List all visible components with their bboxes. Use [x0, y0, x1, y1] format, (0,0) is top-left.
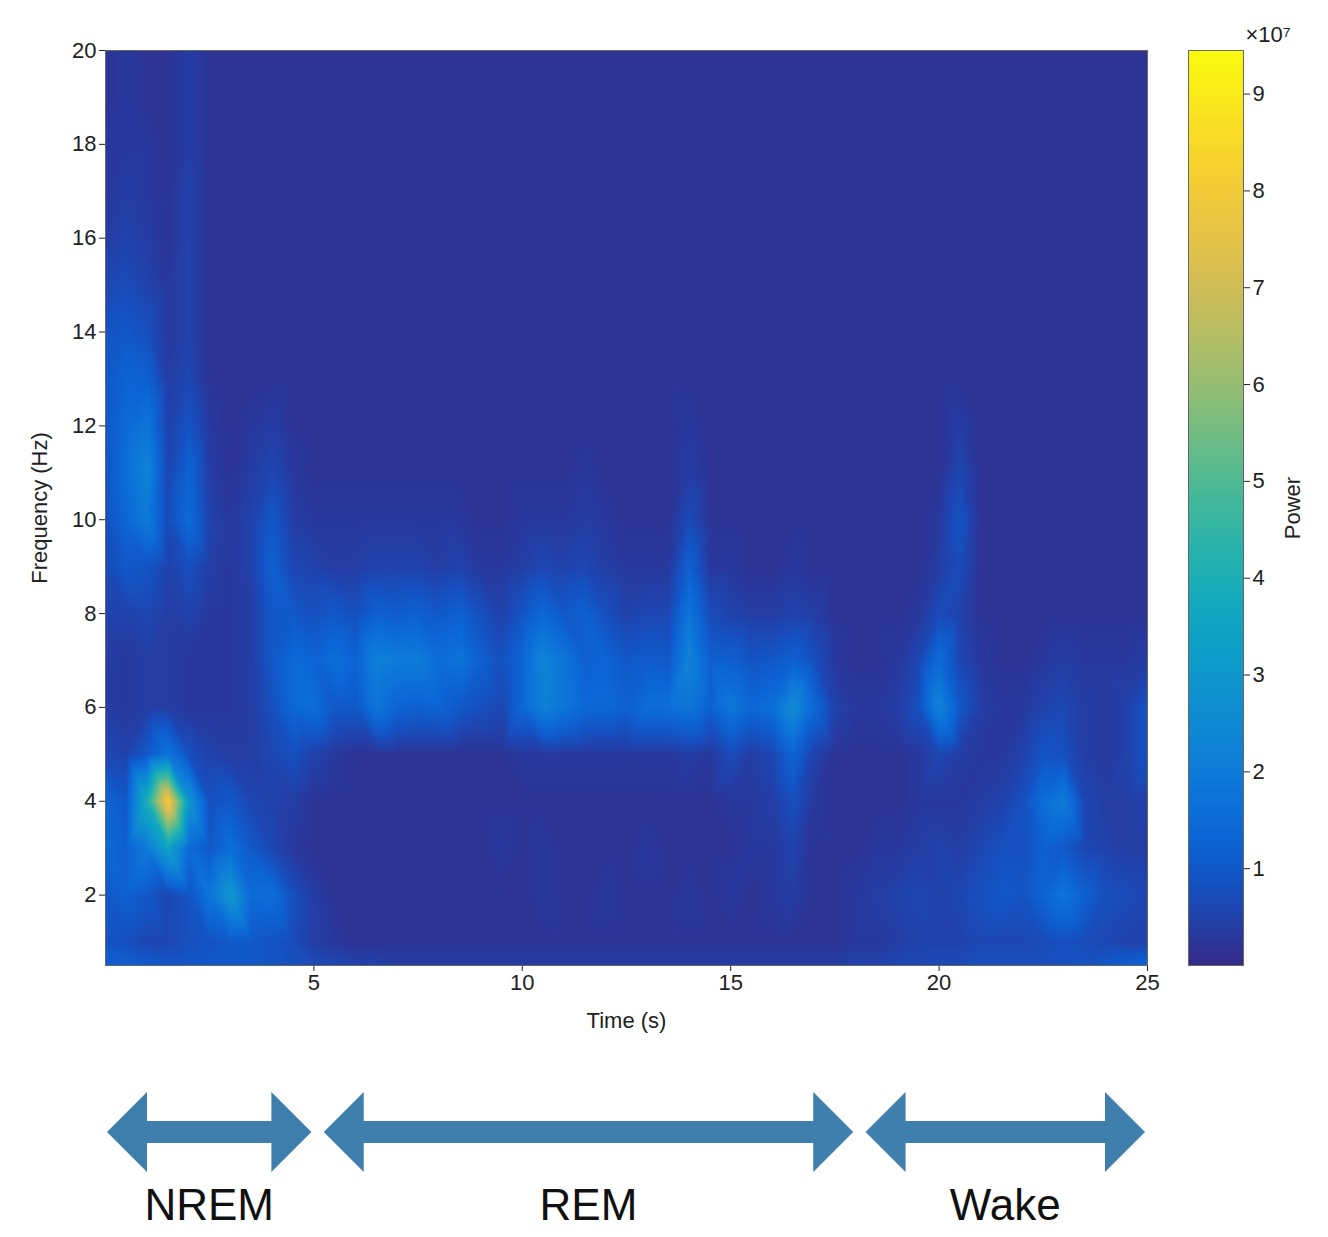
svg-text:8: 8 [1253, 178, 1265, 203]
svg-text:1: 1 [1253, 856, 1265, 881]
svg-text:6: 6 [1253, 372, 1265, 397]
svg-text:7: 7 [1253, 275, 1265, 300]
svg-text:10: 10 [72, 507, 96, 532]
svg-text:2: 2 [1253, 759, 1265, 784]
svg-text:REM: REM [540, 1180, 638, 1229]
svg-text:8: 8 [84, 601, 96, 626]
svg-text:5: 5 [308, 970, 320, 995]
svg-text:Power: Power [1280, 477, 1305, 539]
svg-text:5: 5 [1253, 468, 1265, 493]
svg-text:Wake: Wake [950, 1180, 1061, 1229]
svg-text:9: 9 [1253, 81, 1265, 106]
svg-text:6: 6 [84, 694, 96, 719]
svg-text:20: 20 [927, 970, 951, 995]
svg-text:16: 16 [72, 225, 96, 250]
svg-text:Frequency (Hz): Frequency (Hz) [27, 432, 52, 584]
svg-text:4: 4 [84, 788, 96, 813]
svg-text:25: 25 [1135, 970, 1159, 995]
svg-text:2: 2 [84, 882, 96, 907]
svg-text:4: 4 [1253, 565, 1265, 590]
svg-text:NREM: NREM [144, 1180, 274, 1229]
svg-text:3: 3 [1253, 662, 1265, 687]
svg-text:20: 20 [72, 38, 96, 63]
svg-text:10: 10 [510, 970, 534, 995]
svg-text:×10⁷: ×10⁷ [1246, 22, 1291, 47]
svg-text:12: 12 [72, 413, 96, 438]
svg-text:18: 18 [72, 131, 96, 156]
svg-text:Time (s): Time (s) [587, 1008, 667, 1033]
svg-text:15: 15 [718, 970, 742, 995]
svg-text:14: 14 [72, 319, 96, 344]
